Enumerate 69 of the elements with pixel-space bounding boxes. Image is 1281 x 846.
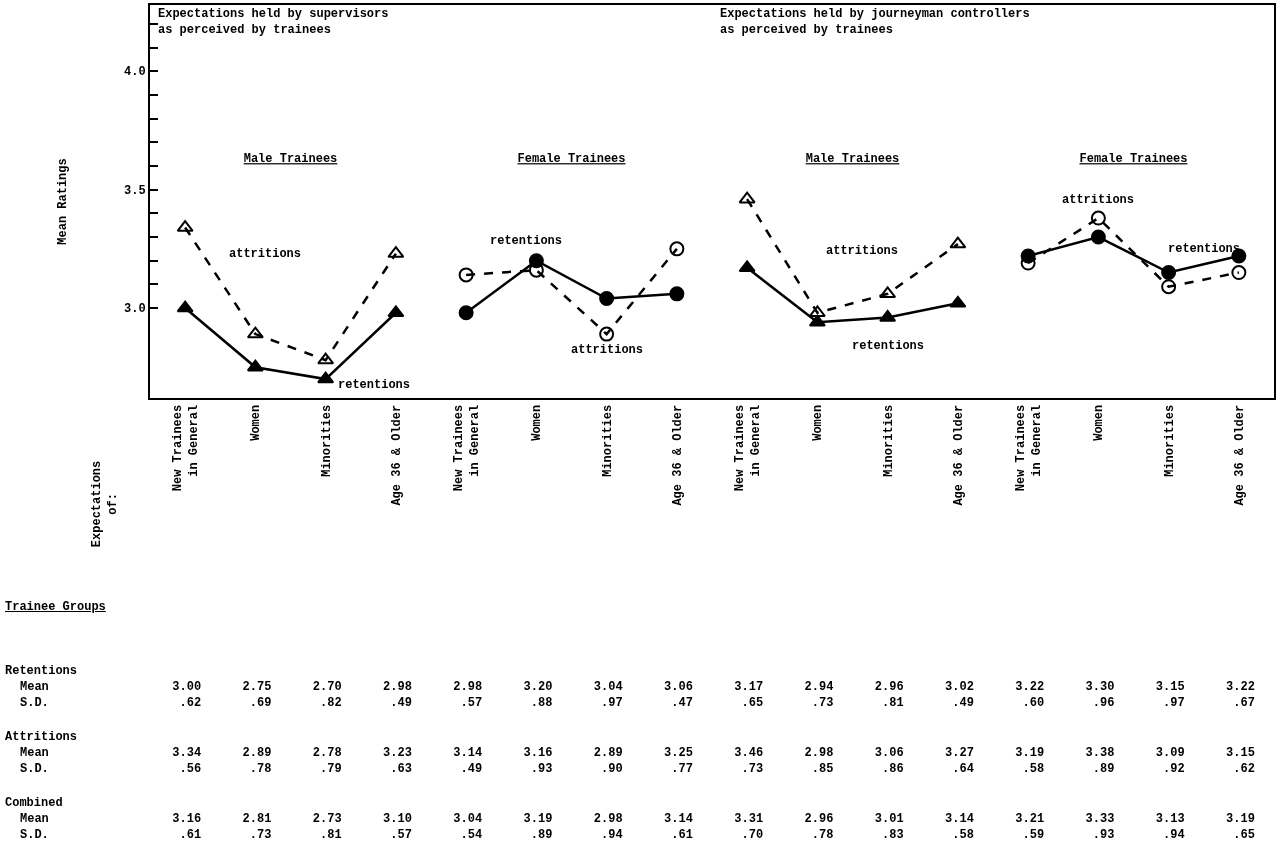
x-tick-label: Minorities [1162, 404, 1177, 477]
point [1090, 210, 1106, 226]
x-tick-label: Women [249, 404, 264, 441]
x-tick-label: Age 36 & Older [670, 404, 685, 506]
series-label: attritions [1062, 193, 1135, 207]
text: Male Trainees [805, 152, 900, 167]
point [317, 371, 335, 384]
point [599, 291, 615, 307]
x-tick-label: Women [811, 404, 826, 441]
text: S.D. .56 .78 .79 .63 .49 .93 .90 .77 .73 .85 .86 .64 .58 .89 .92 .62 [20, 762, 1255, 776]
x-tick-label: New Trainees in General [733, 404, 763, 492]
point [599, 326, 615, 342]
text: Female Trainees [517, 152, 626, 167]
series-label: retentions [852, 339, 925, 353]
point [669, 241, 685, 257]
x-tick-label: New Trainees in General [171, 404, 201, 492]
point [738, 260, 756, 273]
series-label: retentions [338, 378, 411, 392]
text: Mean 3.00 2.75 2.70 2.98 2.98 3.20 3.04 3.06 3.17 2.94 2.96 3.02 3.22 3.30 3.15 3.22 [20, 680, 1255, 694]
point [949, 236, 967, 249]
text: Expectations of: [89, 460, 120, 548]
x-tick-label: Minorities [319, 404, 334, 477]
point [1231, 265, 1247, 281]
text: Retentions [5, 664, 78, 678]
point [808, 314, 826, 327]
text: Female Trainees [1079, 152, 1188, 167]
text: Trainee Groups [5, 600, 106, 614]
point [808, 305, 826, 318]
point [738, 191, 756, 204]
x-tick-label: Age 36 & Older [389, 404, 404, 506]
y-tick-label: 3.0 [123, 302, 146, 317]
text: S.D. .62 .69 .82 .49 .57 .88 .97 .47 .65 .73 .81 .49 .60 .96 .97 .67 [20, 696, 1255, 710]
x-tick-label: Age 36 & Older [951, 404, 966, 506]
point [1161, 279, 1177, 295]
x-tick-label: New Trainees in General [452, 404, 482, 492]
point [949, 295, 967, 308]
y-tick-label: 3.5 [123, 183, 146, 198]
series-label: attritions [229, 247, 302, 261]
point [1161, 265, 1177, 281]
x-tick-label: Minorities [881, 404, 896, 477]
point [669, 286, 685, 302]
text: Male Trainees [243, 152, 338, 167]
text: S.D. .61 .73 .81 .57 .54 .89 .94 .61 .70 .78 .83 .58 .59 .93 .94 .65 [20, 828, 1255, 842]
x-tick-label: Age 36 & Older [1232, 404, 1247, 506]
text: Mean 3.16 2.81 2.73 3.10 3.04 3.19 2.98 3.14 3.31 2.96 3.01 3.14 3.21 3.33 3.13 3.19 [20, 812, 1255, 826]
series-label: retentions [1168, 242, 1241, 256]
point [246, 359, 264, 372]
text: Combined [5, 796, 63, 810]
x-tick-label: Minorities [600, 404, 615, 477]
point [246, 326, 264, 339]
point [176, 300, 194, 313]
point [317, 352, 335, 365]
series-label: attritions [571, 343, 644, 357]
point [387, 305, 405, 318]
y-tick-label: 4.0 [123, 65, 146, 80]
text: Expectations held by supervisors as perceived by trainees [158, 7, 389, 37]
series-label: retentions [490, 234, 563, 248]
point [1090, 229, 1106, 245]
point [458, 267, 474, 283]
x-tick-label: New Trainees in General [1014, 404, 1044, 492]
series-label: attritions [826, 244, 899, 258]
point [458, 305, 474, 321]
text: Expectations held by journeyman controllers as perceived by trainees [720, 7, 1030, 37]
y-axis-title: Mean Ratings [55, 158, 70, 245]
x-tick-label: Women [1092, 404, 1107, 441]
text: Mean 3.34 2.89 2.78 3.23 3.14 3.16 2.89 3.25 3.46 2.98 3.06 3.27 3.19 3.38 3.09 3.15 [20, 746, 1255, 760]
text: Attritions [5, 730, 78, 744]
point [879, 286, 897, 299]
x-tick-label: Women [530, 404, 545, 441]
